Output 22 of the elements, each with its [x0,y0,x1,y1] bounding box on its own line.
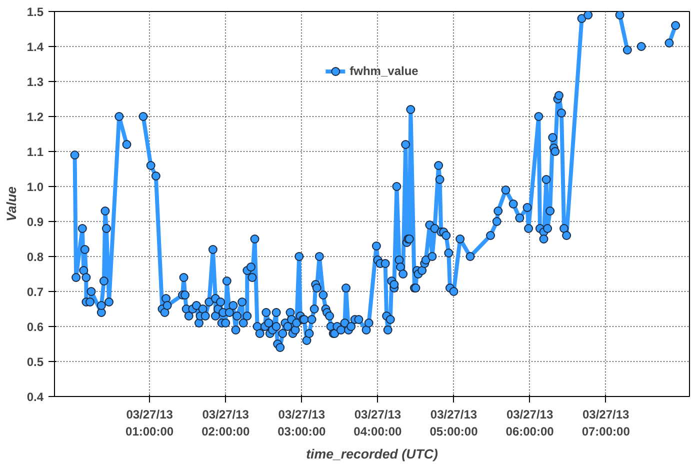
y-tick-label: 0.4 [26,390,44,404]
x-tick-label: 03/27/13 01:00:00 [126,408,174,438]
x-tick-label: 03/27/13 03:00:00 [278,408,326,438]
y-tick-label: 1.2 [26,110,44,124]
y-tick-label: 0.5 [26,355,44,369]
x-tick-label: 03/27/13 02:00:00 [202,408,250,438]
y-tick-label: 1.1 [26,145,44,159]
x-tick-label: 03/27/13 04:00:00 [354,408,402,438]
y-tick-label: 1.4 [26,40,44,54]
y-tick-label: 1.0 [26,180,44,194]
y-axis-title: Value [4,186,19,222]
y-tick-label: 1.5 [26,5,44,19]
y-tick-label: 0.6 [26,320,44,334]
x-tick-label: 03/27/13 06:00:00 [506,408,554,438]
y-tick-label: 0.8 [26,250,44,264]
y-tick-label: 0.7 [26,285,44,299]
y-tick-label: 1.3 [26,75,44,89]
legend-label: fwhm_value [350,64,418,78]
y-tick-label: 0.9 [26,215,44,229]
x-axis-title: time_recorded (UTC) [306,446,438,462]
x-tick-label: 03/27/13 07:00:00 [582,408,630,438]
x-tick-label: 03/27/13 05:00:00 [430,408,478,438]
